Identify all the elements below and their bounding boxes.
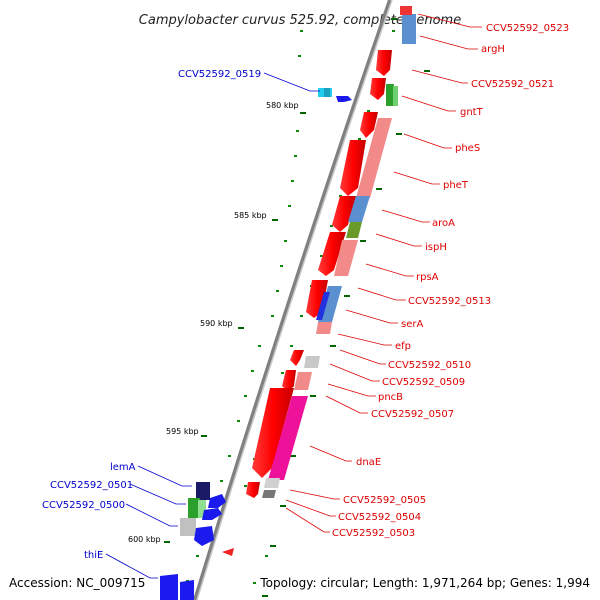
gene-label-ccv52592-0513: CCV52592_0513: [408, 296, 491, 307]
gene-label-ccv52592-0523: CCV52592_0523: [486, 23, 569, 34]
kbp-label: 590 kbp: [200, 319, 233, 328]
gene-label-ccv52592-0509: CCV52592_0509: [382, 377, 465, 388]
gene-label-ccv52592-0505: CCV52592_0505: [343, 495, 426, 506]
gene-label-argh: argH: [481, 44, 505, 55]
gene-label-rpsa: rpsA: [416, 272, 439, 283]
kbp-label: 595 kbp: [166, 427, 199, 436]
gene-label-phet: pheT: [443, 180, 469, 191]
gene-label-efp: efp: [395, 341, 411, 352]
kbp-scale-labels: 580 kbp 585 kbp 590 kbp 595 kbp 600 kbp: [128, 101, 299, 544]
gene-label-thie: thiE: [84, 550, 103, 561]
gene-label-ccv52592-0507: CCV52592_0507: [371, 409, 454, 420]
outer-dotted-ring: [186, 30, 303, 582]
gene-label-ccv52592-0503: CCV52592_0503: [332, 528, 415, 539]
genome-backbone: [193, 0, 392, 600]
gene-label-ccv52592-0500: CCV52592_0500: [42, 500, 125, 511]
backbone-ticks: [164, 18, 430, 597]
reverse-gene-labels: CCV52592_0523 argH CCV52592_0521 gntT ph…: [332, 23, 569, 539]
gene-label-sera: serA: [401, 319, 423, 330]
gene-label-dnae: dnaE: [356, 457, 381, 468]
reverse-strand-genes: [222, 6, 416, 556]
accession-text: Accession: NC_009715: [9, 576, 145, 590]
forward-gene-labels: CCV52592_0519 lemA CCV52592_0501 CCV5259…: [42, 69, 261, 561]
reverse-gene-leader-lines: [285, 13, 482, 533]
gene-label-aroa: aroA: [432, 218, 455, 229]
gene-label-pncb: pncB: [378, 392, 403, 403]
gene-label-phes: pheS: [455, 143, 480, 154]
gene-label-gntt: gntT: [460, 107, 484, 118]
gene-label-ccv52592-0510: CCV52592_0510: [388, 360, 471, 371]
gene-label-ccv52592-0504: CCV52592_0504: [338, 512, 421, 523]
kbp-label: 580 kbp: [266, 101, 299, 110]
genome-backbone-shade: [196, 0, 393, 600]
kbp-label: 600 kbp: [128, 535, 161, 544]
gene-label-isph: ispH: [425, 242, 447, 253]
gene-label-lema: lemA: [110, 462, 136, 473]
gene-label-ccv52592-0501: CCV52592_0501: [50, 480, 133, 491]
topology-text: Topology: circular; Length: 1,971,264 bp…: [259, 576, 590, 590]
gene-label-ccv52592-0519: CCV52592_0519: [178, 69, 261, 80]
forward-gene-leader-lines: [105, 72, 320, 579]
gene-label-ccv52592-0521: CCV52592_0521: [471, 79, 554, 90]
forward-strand-genes: [160, 88, 352, 600]
kbp-label: 585 kbp: [234, 211, 267, 220]
